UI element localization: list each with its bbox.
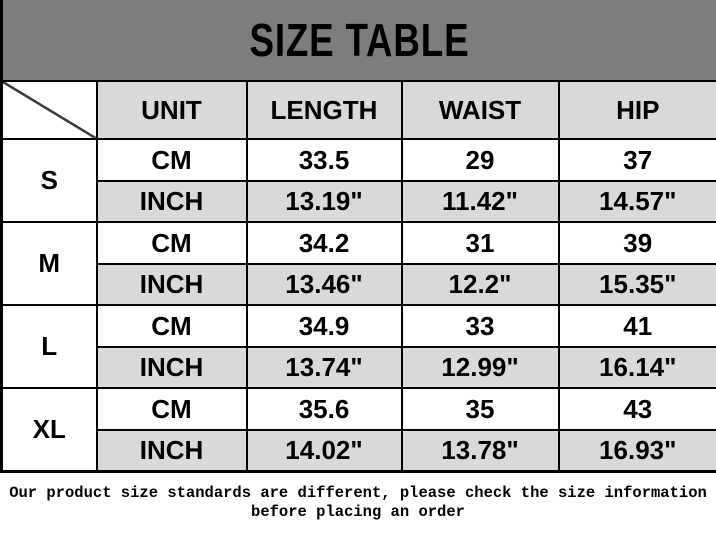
value-cell: 39 bbox=[557, 221, 716, 265]
column-header-unit: UNIT bbox=[95, 80, 248, 140]
value-cell: 29 bbox=[400, 138, 560, 182]
value-cell: 16.14" bbox=[557, 346, 716, 389]
value-cell: 13.19" bbox=[245, 180, 403, 223]
unit-cell-cm: CM bbox=[95, 304, 248, 348]
value-cell: 34.9 bbox=[245, 304, 403, 348]
table-row: L CM 34.9 33 41 bbox=[0, 304, 716, 389]
page-title: SIZE TABLE bbox=[249, 14, 470, 66]
size-label-m: M bbox=[0, 221, 98, 306]
size-label-xl: XL bbox=[0, 387, 98, 472]
size-label-l: L bbox=[0, 304, 98, 389]
value-cell: 35 bbox=[400, 387, 560, 431]
value-cell: 14.02" bbox=[245, 429, 403, 472]
value-cell: 16.93" bbox=[557, 429, 716, 472]
value-cell: 31 bbox=[400, 221, 560, 265]
table-row: INCH 13.74" 12.99" 16.14" bbox=[2, 346, 716, 389]
value-cell: 35.6 bbox=[245, 387, 403, 431]
unit-cell-cm: CM bbox=[95, 387, 248, 431]
value-cell: 12.2" bbox=[400, 263, 560, 306]
value-cell: 14.57" bbox=[557, 180, 716, 223]
unit-cell-inch: INCH bbox=[95, 180, 248, 223]
unit-cell-inch: INCH bbox=[95, 263, 248, 306]
table-row: INCH 14.02" 13.78" 16.93" bbox=[2, 429, 716, 472]
value-cell: 37 bbox=[557, 138, 716, 182]
value-cell: 13.78" bbox=[400, 429, 560, 472]
value-cell: 43 bbox=[557, 387, 716, 431]
value-cell: 15.35" bbox=[557, 263, 716, 306]
value-cell: 33.5 bbox=[245, 138, 403, 182]
table-row: INCH 13.46" 12.2" 15.35" bbox=[2, 263, 716, 306]
table-row: S CM 33.5 29 37 bbox=[0, 138, 716, 223]
value-cell: 34.2 bbox=[245, 221, 403, 265]
unit-cell-cm: CM bbox=[95, 138, 248, 182]
value-cell: 33 bbox=[400, 304, 560, 348]
value-cell: 13.46" bbox=[245, 263, 403, 306]
footer-line-1: Our product size standards are different… bbox=[9, 483, 707, 502]
footer-line-2: before placing an order bbox=[251, 502, 465, 521]
value-cell: 11.42" bbox=[400, 180, 560, 223]
size-chart-table: UNIT LENGTH WAIST HIP S CM 33.5 29 37 IN… bbox=[0, 80, 716, 473]
table-row: XL CM 35.6 35 43 bbox=[0, 387, 716, 472]
corner-cell bbox=[0, 80, 98, 140]
value-cell: 13.74" bbox=[245, 346, 403, 389]
diagonal-line-icon bbox=[3, 82, 96, 138]
unit-cell-inch: INCH bbox=[95, 429, 248, 472]
value-cell: 12.99" bbox=[400, 346, 560, 389]
size-label-s: S bbox=[0, 138, 98, 223]
size-table-banner: SIZE TABLE bbox=[0, 0, 716, 80]
footer-note: Our product size standards are different… bbox=[0, 472, 716, 543]
unit-cell-cm: CM bbox=[95, 221, 248, 265]
table-row: M CM 34.2 31 39 bbox=[0, 221, 716, 306]
column-header-length: LENGTH bbox=[245, 80, 403, 140]
unit-cell-inch: INCH bbox=[95, 346, 248, 389]
table-row: INCH 13.19" 11.42" 14.57" bbox=[2, 180, 716, 223]
column-header-waist: WAIST bbox=[400, 80, 560, 140]
column-header-hip: HIP bbox=[557, 80, 716, 140]
value-cell: 41 bbox=[557, 304, 716, 348]
header-row: UNIT LENGTH WAIST HIP bbox=[0, 80, 716, 140]
